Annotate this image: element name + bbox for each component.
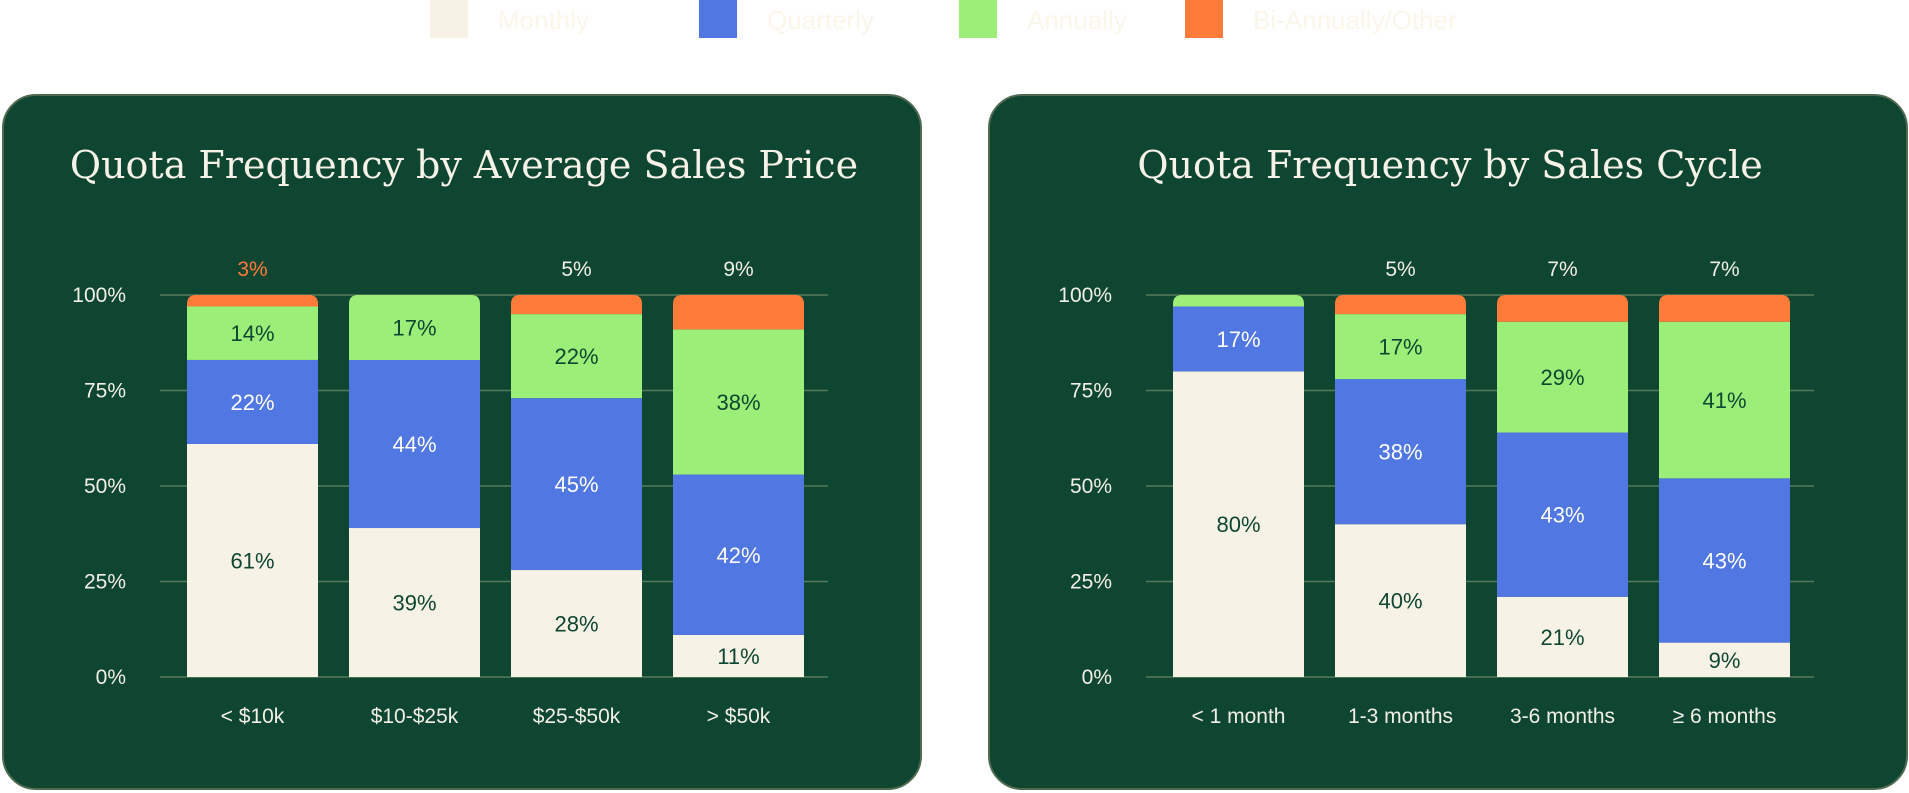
chart-sales-price: Quota Frequency by Average Sales Price 0%…: [70, 143, 858, 728]
data-label: 7%: [1709, 258, 1739, 281]
legend-label-monthly: Monthly: [498, 5, 590, 35]
x-tick-label: 1-3 months: [1348, 705, 1453, 728]
bar-bi-annually-other-1-3-months: [1335, 295, 1466, 315]
data-label: 38%: [1378, 440, 1422, 465]
bar-monthly-1-3-months: [1335, 524, 1466, 677]
bar-monthly-6-months: [1659, 642, 1790, 677]
y-tick-label: 50%: [1070, 475, 1112, 498]
data-label: 29%: [1540, 365, 1584, 390]
y-tick-label: 50%: [84, 475, 126, 498]
data-label: 9%: [723, 258, 753, 281]
bar-quarterly-50k: [673, 474, 804, 635]
x-tick-label: $25-$50k: [533, 705, 621, 728]
bar-quarterly-10k: [187, 359, 318, 444]
data-label: 61%: [230, 548, 274, 573]
chart-sales-cycle: Quota Frequency by Sales Cycle 0% 25% 50% 75…: [1058, 143, 1814, 728]
data-label: 5%: [561, 258, 591, 281]
legend-swatch-monthly: [430, 0, 468, 38]
bar-annually-3-6-months: [1497, 321, 1628, 433]
data-label: 14%: [230, 321, 274, 346]
bar-monthly-1-month: [1173, 371, 1304, 677]
bar-annually-10k: [187, 306, 318, 360]
bar-quarterly-10-25k: [349, 359, 480, 529]
chart-title: Quota Frequency by Average Sales Price: [70, 143, 858, 187]
data-label: 41%: [1702, 388, 1746, 413]
bar-quarterly-1-month: [1173, 306, 1304, 372]
chart-panel-sales-price: Quota Frequency by Average Sales Price 0%…: [2, 94, 922, 790]
y-tick-label: 25%: [1070, 571, 1112, 594]
bar-annually-1-month: [1173, 295, 1304, 307]
data-label: 43%: [1540, 503, 1584, 528]
data-label: 43%: [1702, 548, 1746, 573]
legend-label-quarterly: Quarterly: [767, 5, 874, 35]
data-label: 9%: [1709, 648, 1741, 673]
bar-annually-50k: [673, 329, 804, 475]
chart-title: Quota Frequency by Sales Cycle: [1137, 143, 1762, 187]
legend-swatch-quarterly: [699, 0, 737, 38]
bar-bi-annually-other-10k: [187, 295, 318, 307]
data-label: 7%: [1547, 258, 1577, 281]
data-label: 28%: [554, 612, 598, 637]
y-tick-label: 0%: [1082, 666, 1112, 689]
legend-label-annually: Annually: [1027, 5, 1127, 35]
data-label: 21%: [1540, 625, 1584, 650]
data-label: 17%: [1216, 327, 1260, 352]
bar-monthly-3-6-months: [1497, 596, 1628, 677]
bar-bi-annually-other-50k: [673, 295, 804, 330]
bar-annually-6-months: [1659, 321, 1790, 479]
legend-swatch-annually: [959, 0, 997, 38]
bar-annually-10-25k: [349, 295, 480, 360]
data-label: 17%: [392, 315, 436, 340]
x-tick-label: ≥ 6 months: [1673, 705, 1777, 728]
data-label: 80%: [1216, 512, 1260, 537]
bar-annually-1-3-months: [1335, 314, 1466, 380]
chart-panel-sales-cycle: Quota Frequency by Sales Cycle 0% 25% 50% 75…: [988, 94, 1908, 790]
legend: Monthly Quarterly Annually Bi-Annually/O…: [0, 0, 1909, 40]
y-tick-label: 75%: [1070, 380, 1112, 403]
data-label: 5%: [1385, 258, 1415, 281]
bar-monthly-10k: [187, 443, 318, 677]
bar-bi-annually-other-6-months: [1659, 295, 1790, 322]
bar-quarterly-6-months: [1659, 478, 1790, 643]
x-tick-label: > $50k: [707, 705, 771, 728]
data-label: 17%: [1378, 335, 1422, 360]
bar-quarterly-3-6-months: [1497, 432, 1628, 597]
bar-annually-25-50k: [511, 314, 642, 399]
y-tick-label: 100%: [72, 284, 126, 307]
bar-quarterly-1-3-months: [1335, 379, 1466, 525]
data-label: 42%: [716, 543, 760, 568]
data-label: 38%: [716, 390, 760, 415]
data-label: 11%: [717, 644, 759, 669]
bar-quarterly-25-50k: [511, 398, 642, 571]
data-label: 22%: [230, 390, 274, 415]
x-tick-label: $10-$25k: [371, 705, 459, 728]
y-tick-label: 25%: [84, 571, 126, 594]
x-tick-label: < $10k: [221, 705, 285, 728]
y-tick-label: 100%: [1058, 284, 1112, 307]
y-tick-label: 0%: [96, 666, 126, 689]
x-tick-label: 3-6 months: [1510, 705, 1615, 728]
data-label: 3%: [237, 258, 267, 281]
bar-monthly-50k: [673, 634, 804, 677]
data-label: 40%: [1378, 589, 1422, 614]
legend-label-bi-annually: Bi-Annually/Other: [1253, 5, 1457, 35]
bar-monthly-25-50k: [511, 570, 642, 677]
bar-monthly-10-25k: [349, 528, 480, 677]
bar-bi-annually-other-3-6-months: [1497, 295, 1628, 322]
bar-bi-annually-other-25-50k: [511, 295, 642, 315]
data-label: 22%: [554, 344, 598, 369]
data-label: 39%: [392, 591, 436, 616]
y-tick-label: 75%: [84, 380, 126, 403]
data-label: 44%: [392, 432, 436, 457]
x-tick-label: < 1 month: [1192, 705, 1286, 728]
data-label: 45%: [554, 472, 598, 497]
legend-swatch-bi-annually: [1185, 0, 1223, 38]
